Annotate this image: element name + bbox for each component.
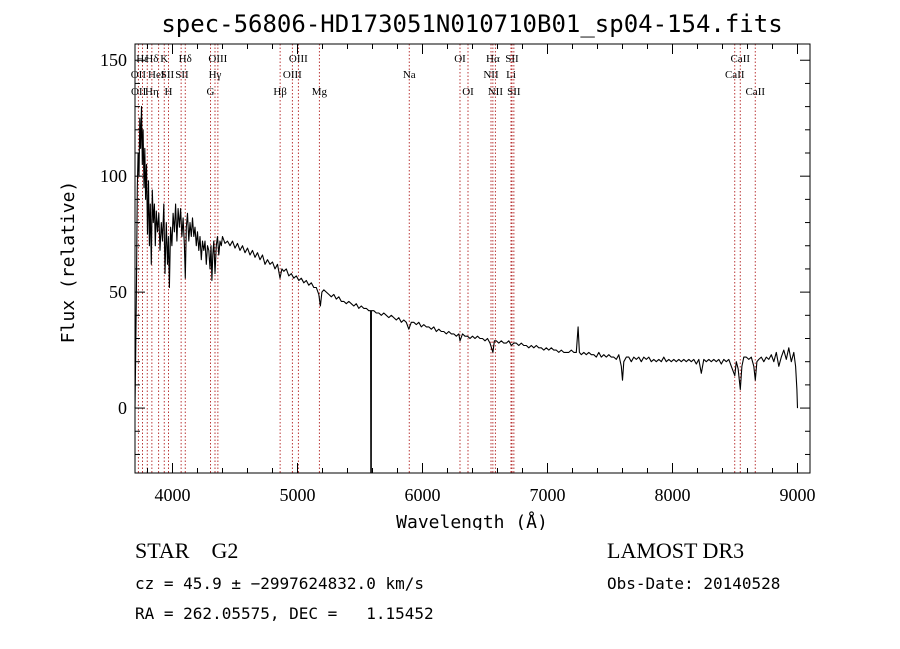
line-label-6: K	[160, 53, 168, 65]
y-tick-label-50: 50	[109, 282, 127, 302]
line-label-11: OIII	[208, 53, 227, 65]
redshift-readout: cz = 45.9 ± −2997624832.0 km/s	[135, 574, 424, 593]
line-label-7: SII	[161, 69, 175, 81]
line-label-21: Hα	[486, 53, 500, 65]
spectral-line-markers	[137, 44, 756, 473]
obs-date-readout: Obs-Date: 20140528	[607, 574, 781, 593]
x-tick-label-9000: 9000	[780, 485, 816, 505]
line-label-17: Mg	[312, 86, 328, 98]
line-label-24: SII	[505, 53, 519, 65]
line-label-19: OI	[454, 53, 466, 65]
x-axis-ticks: 4000 5000 6000 7000 8000 9000	[147, 44, 816, 505]
line-label-14: OIII	[289, 53, 308, 65]
spectral-line-labels: HεOIIOIIHδHeIHηKSIIHHδSIIOIIIHγGOIIIOIII…	[131, 53, 766, 98]
y-axis-ticks: 0 50 100 150	[100, 50, 810, 455]
line-label-13: G	[207, 86, 215, 98]
line-label-8: H	[165, 86, 173, 98]
line-label-16: Hβ	[273, 86, 287, 98]
survey-label: LAMOST DR3	[607, 538, 745, 563]
line-label-20: OI	[462, 86, 474, 98]
line-label-4: HeI	[148, 69, 165, 81]
x-tick-label-8000: 8000	[655, 485, 691, 505]
line-label-26: SII	[507, 86, 521, 98]
line-label-27: CaII	[730, 53, 750, 65]
chart-title: spec-56806-HD173051N010710B01_sp04-154.f…	[161, 10, 782, 38]
spectrum-chart: spec-56806-HD173051N010710B01_sp04-154.f…	[58, 10, 816, 530]
line-label-5: Hη	[145, 86, 159, 98]
line-label-29: CaII	[745, 86, 765, 98]
coordinates-readout: RA = 262.05575, DEC = 1.15452	[135, 604, 434, 623]
line-label-28: CaII	[725, 69, 745, 81]
y-tick-label-0: 0	[118, 398, 127, 418]
line-label-3: Hδ	[145, 53, 158, 65]
line-label-10: SII	[175, 69, 189, 81]
y-tick-label-100: 100	[100, 166, 127, 186]
x-axis-label: Wavelength (Å)	[396, 511, 548, 530]
plot-frame	[134, 43, 811, 474]
line-label-12: Hγ	[209, 69, 222, 81]
spectrum-line	[134, 106, 799, 474]
line-label-15: OIII	[283, 69, 302, 81]
x-tick-label-4000: 4000	[155, 485, 191, 505]
line-label-9: Hδ	[179, 53, 192, 65]
line-label-18: Na	[403, 69, 416, 81]
object-class-label: STAR G2	[135, 538, 239, 563]
x-tick-label-7000: 7000	[530, 485, 566, 505]
line-label-0: Hε	[136, 53, 149, 65]
line-label-22: NII	[483, 69, 499, 81]
y-axis-label: Flux (relative)	[58, 181, 79, 344]
x-tick-label-6000: 6000	[405, 485, 441, 505]
line-label-25: Li	[506, 69, 516, 81]
line-label-23: NII	[488, 86, 504, 98]
line-label-1: OII	[131, 69, 147, 81]
x-tick-label-5000: 5000	[280, 485, 316, 505]
y-tick-label-150: 150	[100, 50, 127, 70]
